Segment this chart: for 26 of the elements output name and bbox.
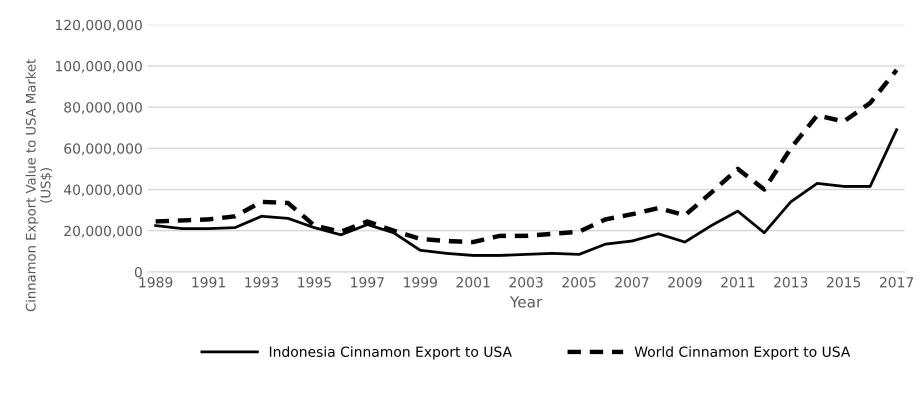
- x-tick-label: 2017: [880, 277, 914, 288]
- y-tick-label: 40,000,000: [64, 184, 142, 196]
- x-tick-label: 1991: [192, 277, 225, 288]
- x-tick-label: 2003: [509, 277, 543, 288]
- x-tick-label: 1999: [404, 277, 437, 288]
- legend-label: Indonesia Cinnamon Export to USA: [270, 346, 512, 360]
- x-axis-title: Year: [510, 296, 542, 308]
- y-tick-label: 120,000,000: [56, 20, 142, 32]
- x-tick-label: 2009: [668, 277, 702, 288]
- legend-label: World Cinnamon Export to USA: [634, 346, 850, 360]
- x-tick-label: 2007: [615, 277, 648, 288]
- x-tick-label: 1989: [139, 277, 172, 288]
- y-tick-label: 60,000,000: [64, 143, 142, 156]
- x-tick-label: 2001: [456, 277, 490, 288]
- x-tick-label: 1995: [298, 277, 331, 288]
- y-tick-label: 100,000,000: [56, 60, 142, 73]
- y-tick-label: 0: [134, 266, 142, 278]
- x-tick-label: 2013: [774, 277, 808, 288]
- x-tick-label: 2015: [827, 277, 860, 288]
- x-tick-label: 2011: [721, 277, 754, 288]
- x-tick-label: 2005: [562, 277, 596, 288]
- y-tick-label: 80,000,000: [64, 102, 142, 114]
- y-tick-label: 20,000,000: [64, 226, 142, 238]
- x-tick-label: 1993: [245, 277, 278, 288]
- x-tick-label: 1997: [351, 277, 384, 288]
- y-axis-title: Cinnamon Export Value to USA Market (US$): [26, 59, 52, 312]
